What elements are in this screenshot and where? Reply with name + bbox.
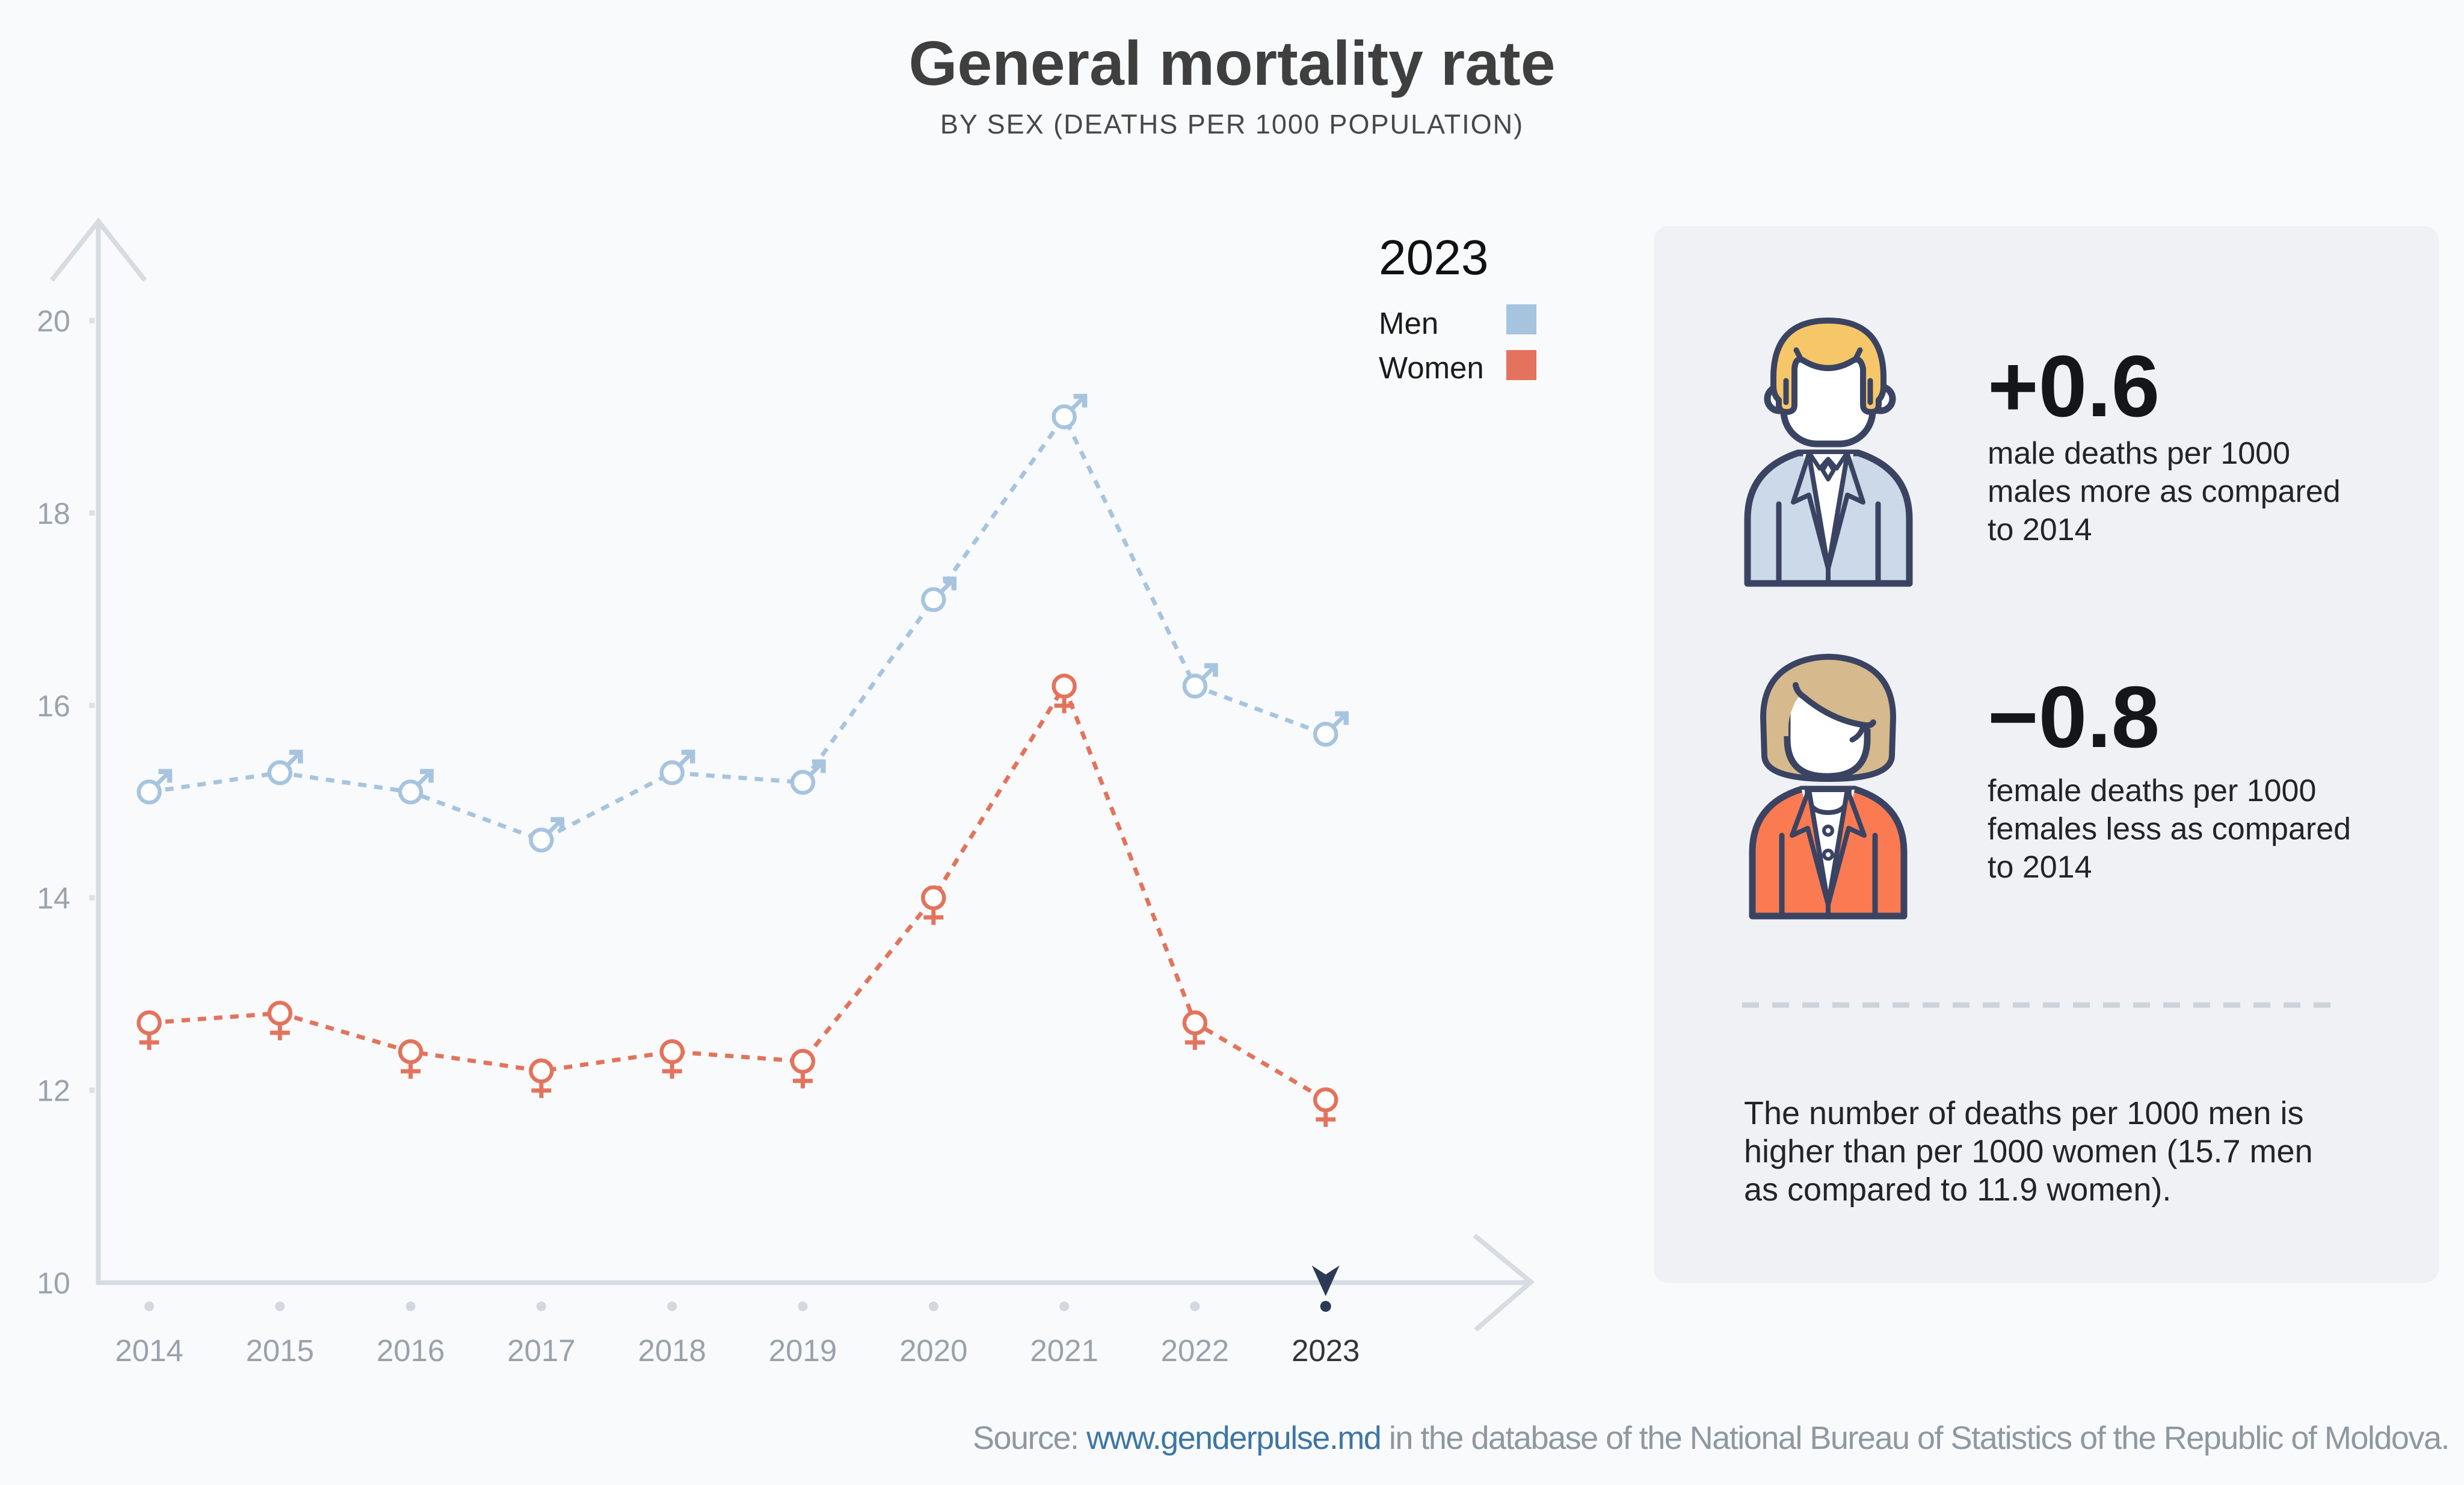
svg-text:10: 10 — [37, 1267, 70, 1300]
svg-text:2015: 2015 — [246, 1333, 314, 1368]
svg-text:2023: 2023 — [1292, 1333, 1360, 1368]
svg-text:BY SEX (DEATHS PER 1000 POPULA: BY SEX (DEATHS PER 1000 POPULATION) — [940, 109, 1524, 140]
svg-text:2018: 2018 — [638, 1333, 706, 1368]
svg-text:+0.6: +0.6 — [1988, 337, 2160, 435]
svg-text:Women: Women — [1379, 351, 1484, 385]
svg-text:males more as compared: males more as compared — [1988, 475, 2341, 509]
svg-text:female deaths per 1000: female deaths per 1000 — [1988, 773, 2316, 808]
svg-text:as compared to 11.9 women).: as compared to 11.9 women). — [1744, 1172, 2171, 1208]
svg-text:females less as compared: females less as compared — [1988, 812, 2351, 847]
svg-text:12: 12 — [37, 1074, 70, 1108]
svg-text:2017: 2017 — [507, 1333, 575, 1368]
svg-text:2021: 2021 — [1030, 1333, 1098, 1368]
svg-text:14: 14 — [37, 882, 70, 915]
svg-text:20: 20 — [37, 304, 70, 338]
svg-text:to 2014: to 2014 — [1988, 850, 2092, 885]
svg-text:2016: 2016 — [377, 1333, 445, 1368]
svg-text:18: 18 — [37, 497, 70, 530]
svg-text:2020: 2020 — [899, 1333, 967, 1368]
svg-text:16: 16 — [37, 689, 70, 723]
svg-text:General mortality rate: General mortality rate — [908, 29, 1555, 99]
svg-text:to 2014: to 2014 — [1988, 512, 2092, 547]
svg-text:2022: 2022 — [1161, 1333, 1229, 1368]
svg-text:higher than per 1000 women (15: higher than per 1000 women (15.7 men — [1744, 1134, 2313, 1170]
svg-text:male deaths per 1000: male deaths per 1000 — [1988, 436, 2290, 471]
svg-text:2014: 2014 — [115, 1333, 183, 1368]
svg-text:The number of deaths per 1000: The number of deaths per 1000 men is — [1744, 1095, 2304, 1131]
svg-text:Men: Men — [1379, 306, 1438, 340]
svg-text:2019: 2019 — [769, 1333, 837, 1368]
svg-text:2023: 2023 — [1379, 230, 1488, 285]
svg-text:Source: www.genderpulse.md in: Source: www.genderpulse.md in the databa… — [973, 1420, 2449, 1456]
svg-text:−0.8: −0.8 — [1988, 668, 2160, 766]
